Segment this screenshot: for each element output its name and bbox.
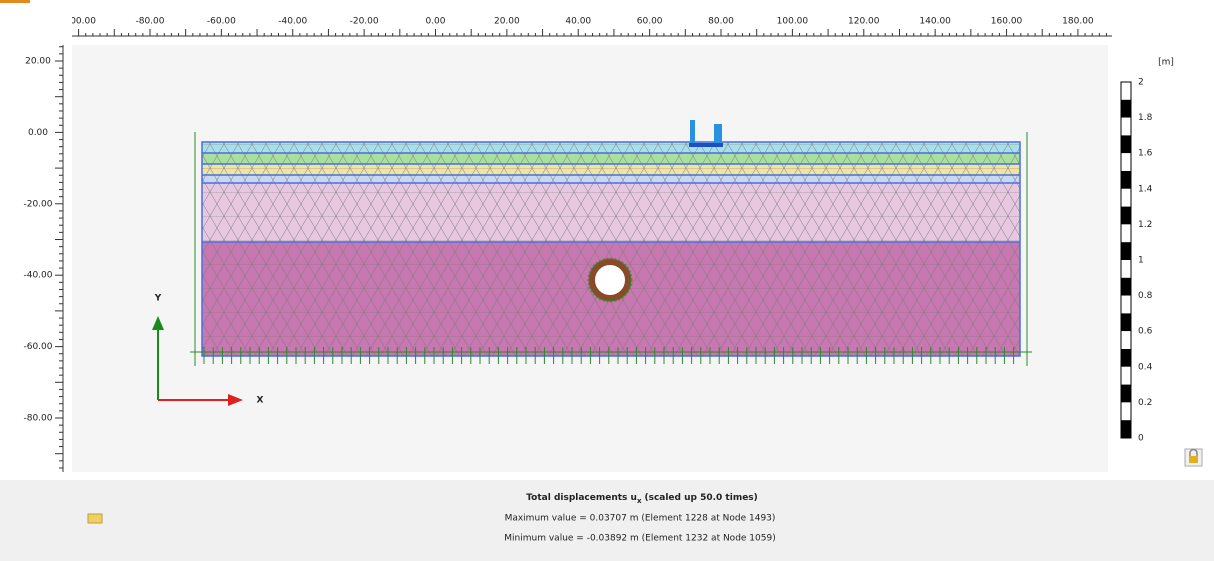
y-ruler-label: -20.00: [23, 199, 52, 209]
y-ruler-label: 20.00: [25, 57, 51, 67]
legend-label: 1.4: [1138, 184, 1153, 194]
lock-icon[interactable]: [1185, 449, 1202, 466]
legend-band: [1121, 153, 1131, 171]
x-ruler-label: -40.00: [278, 17, 307, 27]
maximum-value: Maximum value = 0.03707 m (Element 1228 …: [505, 514, 776, 524]
legend-band: [1121, 118, 1131, 136]
legend-band: [1121, 278, 1131, 296]
legend-label: 1.6: [1138, 149, 1153, 159]
y-ruler-label: -80.00: [23, 414, 52, 424]
y-ruler-label: -60.00: [23, 342, 52, 352]
model: [190, 120, 1032, 366]
svg-text:Total displacements ux(scaled: Total displacements ux(scaled up 50.0 ti…: [526, 493, 758, 506]
caption: Total displacements ux(scaled up 50.0 ti…: [504, 493, 775, 544]
plaxis-output-view: -100.00-80.00-60.00-40.00-20.000.0020.00…: [0, 0, 1214, 557]
x-axis-label: X: [257, 396, 264, 406]
y-ruler-label: 0.00: [28, 128, 48, 138]
legend-band: [1121, 402, 1131, 420]
legend-band: [1121, 224, 1131, 242]
legend-band: [1121, 82, 1131, 100]
legend-label: 2: [1138, 78, 1144, 88]
corner-mark: [0, 0, 30, 3]
x-ruler-label: 160.00: [991, 17, 1023, 27]
x-ruler-label: 0.00: [425, 17, 445, 27]
legend-label: 1.8: [1138, 113, 1153, 123]
legend-band: [1121, 189, 1131, 207]
legend-band: [1121, 313, 1131, 331]
legend-label: 0.6: [1138, 327, 1153, 337]
legend-band: [1121, 242, 1131, 260]
legend-band: [1121, 296, 1131, 314]
caption-title: Total displacements u: [526, 493, 637, 503]
minimum-value: Minimum value = -0.03892 m (Element 1232…: [504, 534, 775, 544]
x-ruler-label: 40.00: [565, 17, 591, 27]
x-ruler-label: -60.00: [207, 17, 236, 27]
legend-band: [1121, 207, 1131, 225]
legend-band: [1121, 171, 1131, 189]
x-ruler-label: 120.00: [848, 17, 880, 27]
y-ruler-label: -40.00: [23, 271, 52, 281]
legend-label: 0.8: [1138, 291, 1153, 301]
mail-icon[interactable]: [88, 514, 102, 523]
legend-label: 0: [1138, 434, 1144, 444]
legend-band: [1121, 331, 1131, 349]
legend-label: 1.2: [1138, 220, 1152, 230]
x-ruler-label: 180.00: [1062, 17, 1094, 27]
x-ruler-label: 60.00: [637, 17, 663, 27]
legend-band: [1121, 385, 1131, 403]
x-ruler-label: -80.00: [135, 17, 164, 27]
legend-band: [1121, 260, 1131, 278]
caption-subscript: x: [637, 497, 642, 505]
page: {"ruler": {"x_labels": ["-100.00", "-80.…: [0, 0, 1214, 557]
x-ruler-label: 140.00: [919, 17, 951, 27]
x-ruler-label: 80.00: [708, 17, 734, 27]
x-ruler-label: -20.00: [350, 17, 379, 27]
legend-band: [1121, 100, 1131, 118]
legend-label: 0.4: [1138, 362, 1153, 372]
legend-label: 1: [1138, 256, 1144, 266]
legend-unit: [m]: [1158, 58, 1174, 68]
legend-label: 0.2: [1138, 398, 1152, 408]
y-axis-label: Y: [154, 294, 162, 304]
caption-title-suffix: (scaled up 50.0 times): [644, 493, 757, 503]
legend-band: [1121, 135, 1131, 153]
x-ruler-label: 20.00: [494, 17, 520, 27]
legend-band: [1121, 349, 1131, 367]
legend-band: [1121, 420, 1131, 438]
legend-band: [1121, 367, 1131, 385]
x-ruler-label: 100.00: [777, 17, 809, 27]
